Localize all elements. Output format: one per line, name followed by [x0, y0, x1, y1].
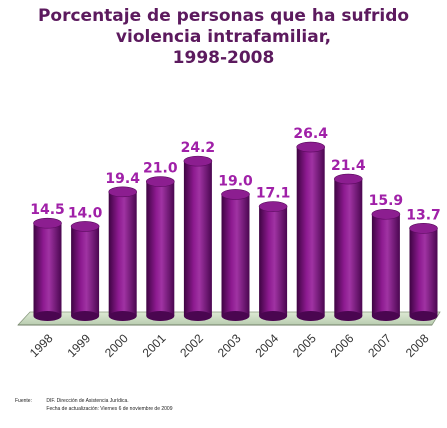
chart-title-line-3: 1998-2008: [172, 48, 275, 68]
bar-top: [296, 141, 326, 153]
bar-body: [334, 179, 363, 316]
value-label-2004: 17.1: [256, 186, 291, 202]
tick-label-1998: 1998: [27, 331, 56, 360]
bar-base: [259, 311, 288, 321]
bar-body: [221, 194, 250, 316]
source-label: Fuente:: [15, 398, 32, 404]
bar-2006: [333, 173, 363, 321]
value-label-2008: 13.7: [406, 207, 441, 223]
bar-base: [33, 311, 62, 321]
value-labels: 14.5 14.0 19.421.024.2 19.017.1 26.421.4 15.9…: [30, 126, 441, 223]
value-label-1999: 14.0: [68, 205, 103, 221]
tick-label-2000: 2000: [102, 331, 131, 360]
bars: [33, 141, 438, 321]
tick-label-2001: 2001: [140, 331, 169, 360]
bar-body: [259, 206, 288, 316]
bar-top: [371, 208, 401, 220]
value-label-2002: 24.2: [181, 140, 216, 156]
bar-body: [146, 181, 175, 316]
bar-body: [33, 223, 62, 316]
bar-top: [33, 217, 62, 229]
bar-base: [296, 311, 325, 321]
source-note: Fuente: DIF. Dirección de Asistencia Jur…: [15, 397, 173, 413]
bar-2003: [221, 189, 250, 321]
bar-top: [221, 189, 250, 200]
bar-top: [146, 176, 175, 187]
tick-label-2008: 2008: [403, 331, 432, 360]
tick-label-2005: 2005: [290, 331, 319, 360]
bar-top: [333, 173, 363, 185]
bar-base: [409, 311, 438, 321]
bar-2008: [409, 223, 438, 321]
bar-chart: 14.5 14.0 19.421.024.2 19.017.1 26.421.4 15.9…: [17, 126, 441, 360]
bar-base: [146, 311, 175, 321]
tick-label-2004: 2004: [252, 331, 281, 360]
tick-label-2007: 2007: [365, 331, 394, 360]
bar-base: [108, 311, 137, 321]
bar-top: [70, 221, 100, 232]
bar-base: [371, 311, 400, 321]
bar-top: [409, 223, 438, 234]
bar-2004: [258, 201, 288, 321]
value-label-2005: 26.4: [293, 126, 328, 142]
tick-label-2006: 2006: [328, 331, 357, 360]
bar-base: [334, 311, 363, 321]
tick-label-1999: 1999: [64, 331, 93, 360]
value-label-2001: 21.0: [143, 161, 178, 177]
tick-label-2003: 2003: [215, 331, 244, 360]
value-label-1998: 14.5: [30, 202, 65, 218]
bar-body: [71, 226, 100, 316]
bar-top: [108, 186, 137, 198]
value-label-2006: 21.4: [331, 158, 366, 174]
bar-top: [258, 201, 288, 212]
bar-body: [108, 191, 137, 316]
bar-base: [183, 311, 212, 321]
bar-2005: [296, 141, 326, 321]
bar-body: [409, 228, 438, 316]
bar-body: [371, 214, 400, 316]
bar-2001: [146, 176, 175, 321]
value-label-2000: 19.4: [105, 171, 140, 187]
source-line-2: Fecha de actualización: Viernes 6 de nov…: [46, 406, 173, 412]
bar-top: [183, 155, 213, 167]
chart-title-line-2: violencia intrafamiliar,: [115, 27, 332, 47]
chart-title-line-1: Porcentaje de personas que ha sufrido: [37, 6, 410, 26]
bar-body: [296, 147, 325, 316]
x-axis-ticks: 1998 1999 2000 2001 2002 2003 2004 2005 2006 2007…: [27, 331, 432, 360]
value-label-2007: 15.9: [369, 193, 404, 209]
bar-base: [221, 311, 250, 321]
bar-base: [71, 311, 100, 321]
value-label-2003: 19.0: [218, 173, 253, 189]
bar-body: [183, 161, 212, 316]
bar-2002: [183, 155, 213, 321]
source-line-1: DIF. Dirección de Asistencia Jurídica.: [46, 398, 129, 404]
bar-1998: [33, 217, 62, 321]
chart-title: Porcentaje de personas que ha sufrido vi…: [0, 6, 447, 69]
bar-2007: [371, 208, 401, 321]
tick-label-2002: 2002: [177, 331, 206, 360]
bar-2000: [108, 186, 137, 321]
bar-1999: [70, 221, 100, 321]
